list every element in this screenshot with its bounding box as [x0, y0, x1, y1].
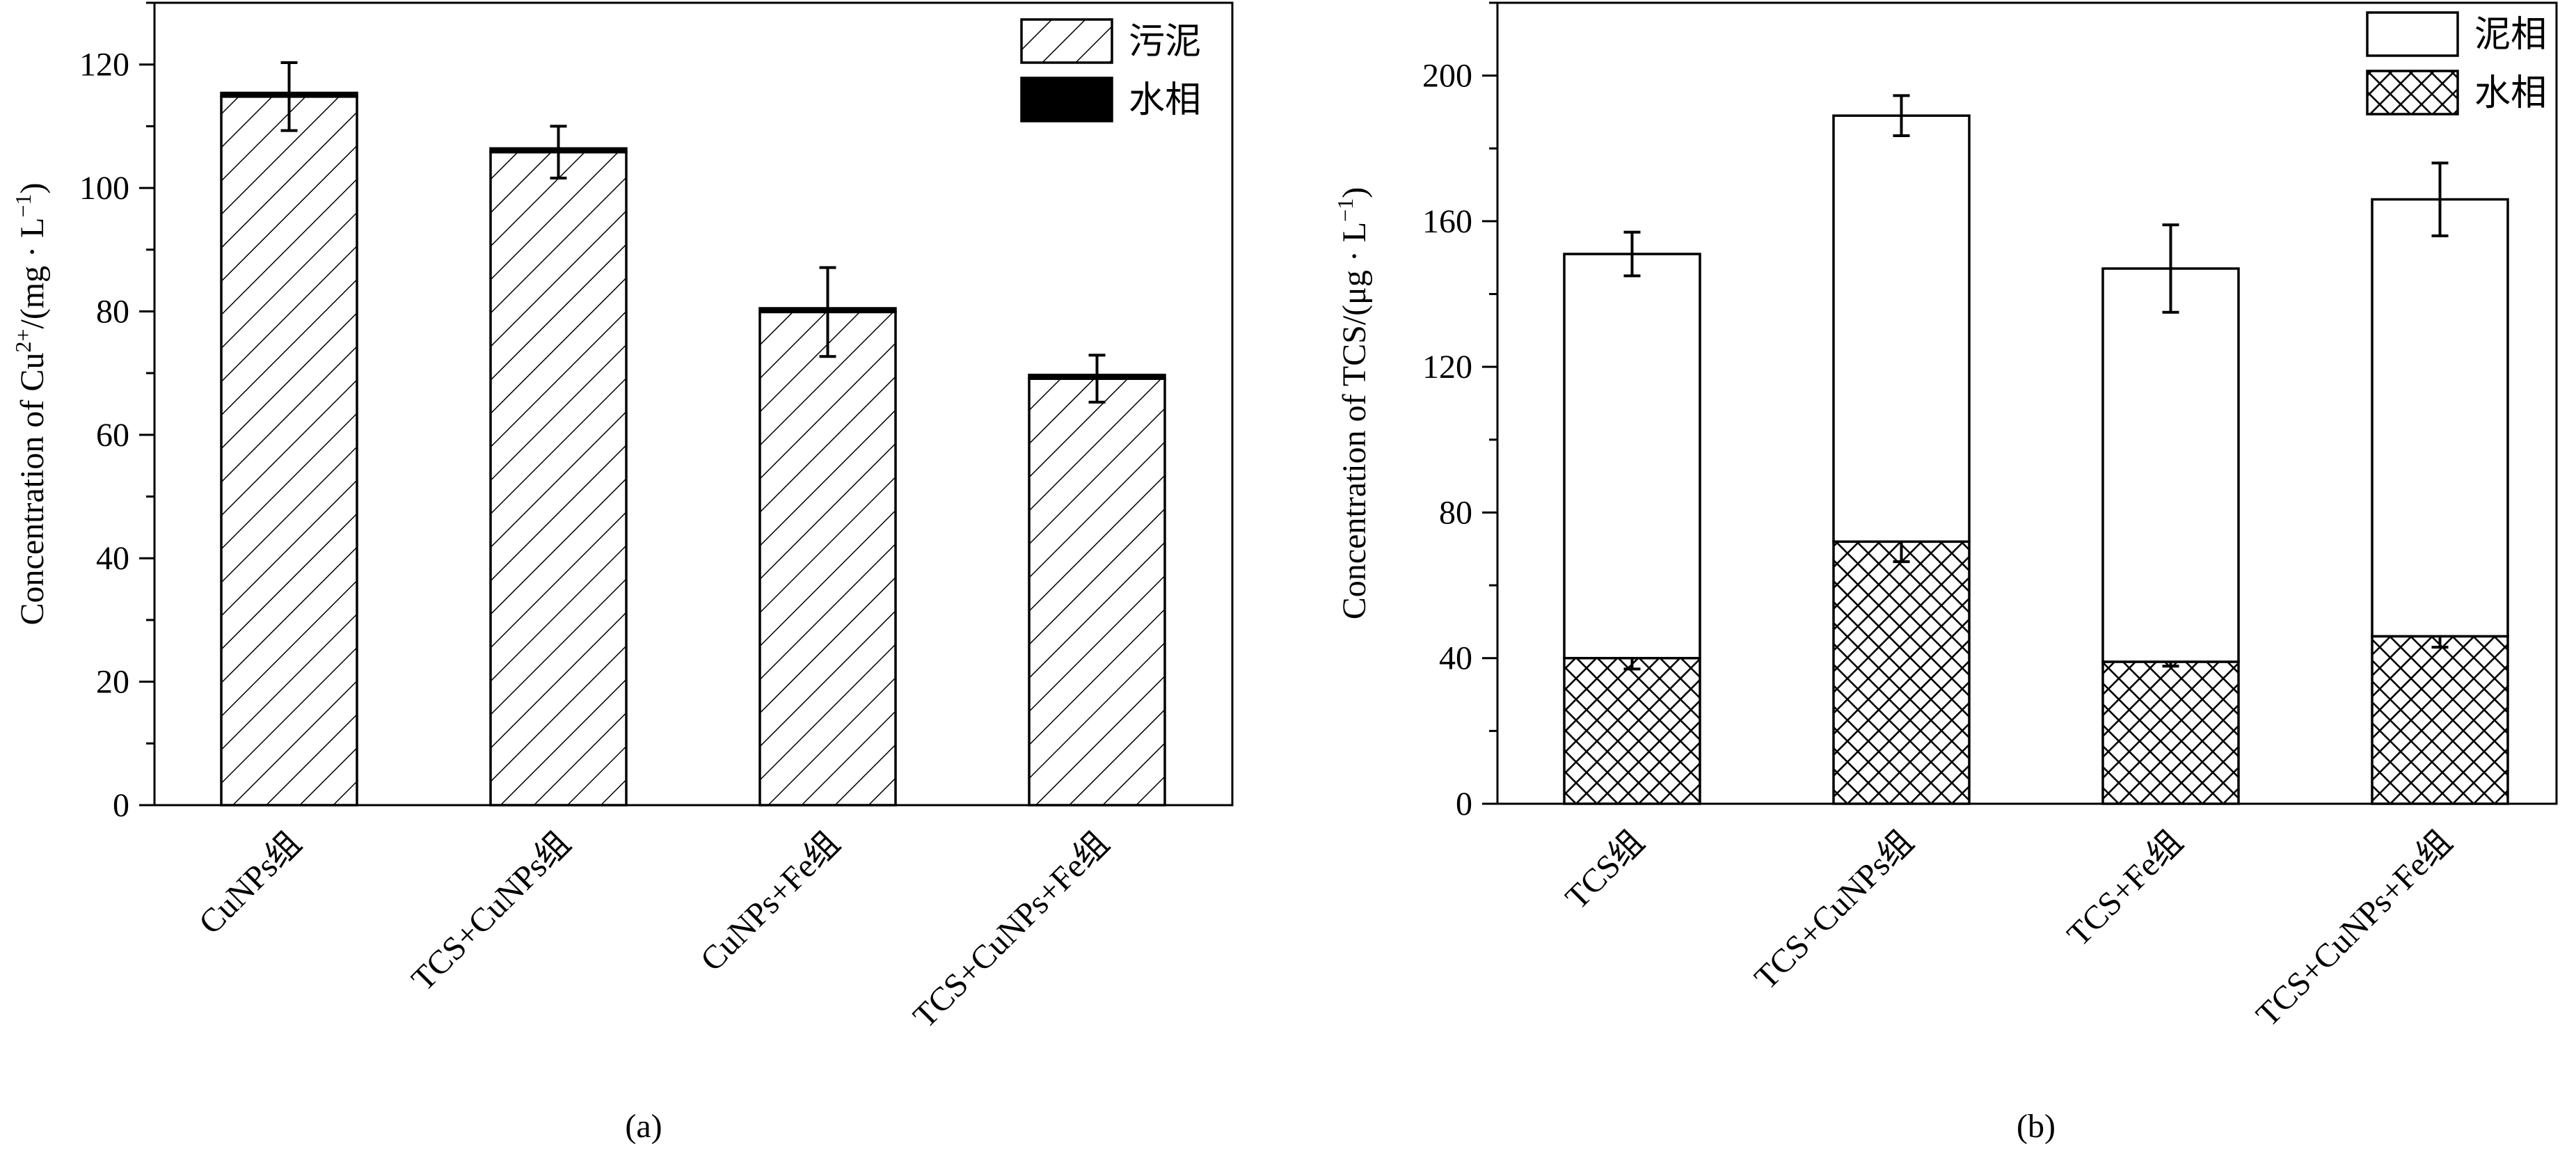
y-tick-label-4: 60	[96, 417, 129, 454]
legend-label-2: 水相	[2474, 74, 2547, 113]
bar-2-4	[2371, 198, 2509, 638]
bar-1-1	[220, 95, 358, 807]
bar-2-1	[220, 91, 358, 98]
y-tick-label-6: 200	[1422, 58, 1472, 95]
chart-panel-b: TCS组 TCS+CuNPs组 TCS+Fe组 TCS+CuNPs+Fe组 0 40 80 1…	[1333, 1, 2558, 1033]
plot-frame	[153, 1, 1234, 807]
category-label-1: TCS组	[1559, 823, 1652, 916]
legend-label-1: 污泥	[1129, 22, 1201, 62]
y-tick-label-4: 120	[1422, 349, 1472, 386]
bar-1-2	[1832, 540, 1971, 805]
y-tick-label-3: 40	[96, 540, 129, 577]
y-tick-label-2: 20	[96, 664, 129, 701]
bar-2-2	[489, 147, 628, 154]
y-tick-label-1: 0	[113, 787, 129, 824]
category-label-4: TCS+CuNPs+Fe组	[2249, 823, 2459, 1033]
y-tick-label-2: 40	[1439, 640, 1472, 677]
bar-1-3	[2101, 660, 2240, 805]
bar-1-4	[1028, 377, 1166, 807]
bar-1-2	[489, 150, 628, 807]
panel-b-label: (b)	[2017, 1108, 2056, 1145]
error-bar-2-2	[1893, 94, 1910, 137]
category-label-4: TCS+CuNPs+Fe组	[906, 825, 1116, 1035]
error-bar-2-4	[2431, 161, 2449, 237]
legend-swatch-1	[1020, 18, 1113, 64]
bar-1-3	[758, 310, 897, 807]
y-tick-label-5: 80	[96, 293, 129, 330]
y-axis-title: Concentration of Cu2+/(mg · L−1)	[10, 183, 51, 626]
legend-swatch-2	[1020, 77, 1113, 122]
category-label-3: CuNPs+Fe组	[694, 825, 848, 978]
bar-2-3	[758, 307, 897, 314]
legend-swatch-1	[2366, 11, 2459, 57]
error-bar-2-1	[1623, 230, 1641, 278]
y-tick-label-6: 100	[79, 170, 129, 207]
bar-2-2	[1832, 114, 1971, 543]
legend-label-2: 水相	[1129, 81, 1201, 120]
bar-2-4	[1028, 374, 1166, 380]
legend-label-1: 泥相	[2474, 15, 2547, 55]
legend-swatch-2	[2366, 70, 2459, 116]
y-axis-title: Concentration of TCS/(μg · L−1)	[1333, 187, 1373, 619]
category-label-2: TCS+CuNPs组	[404, 825, 578, 998]
y-tick-label-1: 0	[1456, 786, 1472, 823]
y-tick-label-5: 160	[1422, 203, 1472, 240]
chart-panel-a: CuNPs组 TCS+CuNPs组 CuNPs+Fe组 TCS+CuNPs+Fe组 0 2…	[10, 1, 1234, 1035]
panel-a-label: (a)	[625, 1108, 662, 1145]
bar-1-4	[2371, 635, 2509, 805]
category-label-3: TCS+Fe组	[2060, 823, 2191, 953]
plot-frame	[1496, 1, 2558, 805]
category-label-1: CuNPs组	[192, 825, 309, 942]
error-bar-2-3	[2162, 223, 2179, 314]
category-label-2: TCS+CuNPs组	[1747, 823, 1921, 997]
y-tick-label-7: 120	[79, 47, 129, 84]
bar-2-3	[2101, 267, 2240, 663]
bar-2-1	[1563, 253, 1701, 660]
bar-1-1	[1563, 656, 1701, 805]
y-tick-label-3: 80	[1439, 494, 1472, 531]
